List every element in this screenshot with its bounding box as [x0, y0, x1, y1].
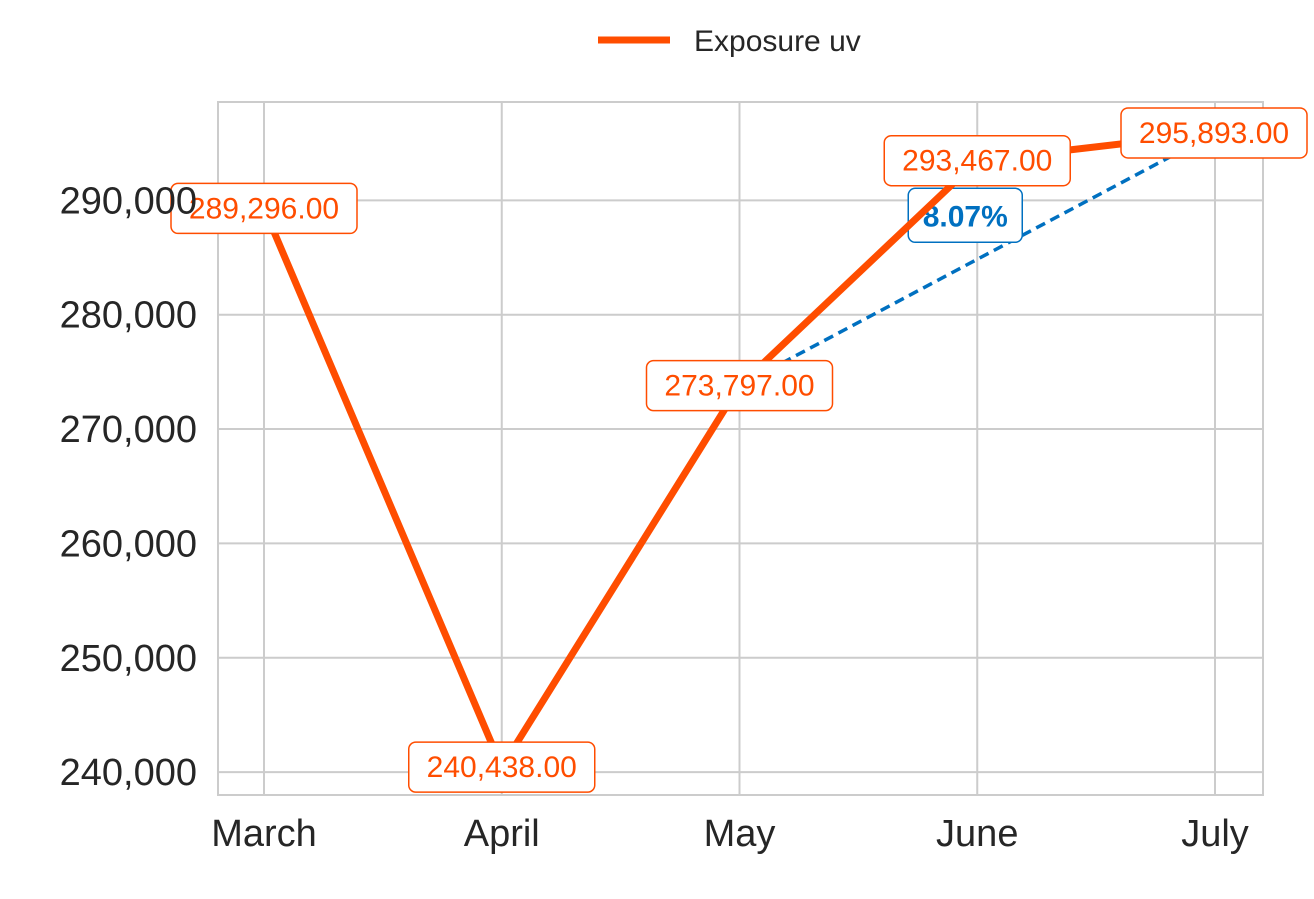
growth-percent-label: 8.07%	[923, 200, 1008, 233]
y-tick-label: 280,000	[60, 295, 197, 337]
grid	[218, 102, 1263, 795]
y-tick-label: 240,000	[60, 752, 197, 794]
y-tick-label: 270,000	[60, 409, 197, 451]
data-label: 289,296.00	[189, 192, 339, 225]
y-tick-label: 260,000	[60, 523, 197, 565]
data-label: 273,797.00	[664, 370, 814, 403]
x-tick-label: May	[704, 813, 776, 855]
data-label: 240,438.00	[427, 751, 577, 784]
y-tick-label: 250,000	[60, 638, 197, 680]
y-tick-label: 290,000	[60, 180, 197, 222]
x-tick-label: March	[211, 813, 317, 855]
data-label: 295,893.00	[1139, 117, 1289, 150]
x-tick-label: June	[936, 813, 1018, 855]
legend: Exposure uv	[598, 25, 861, 58]
x-tick-label: July	[1181, 813, 1249, 855]
legend-label: Exposure uv	[694, 25, 861, 58]
data-label: 293,467.00	[902, 145, 1052, 178]
x-tick-label: April	[464, 813, 540, 855]
